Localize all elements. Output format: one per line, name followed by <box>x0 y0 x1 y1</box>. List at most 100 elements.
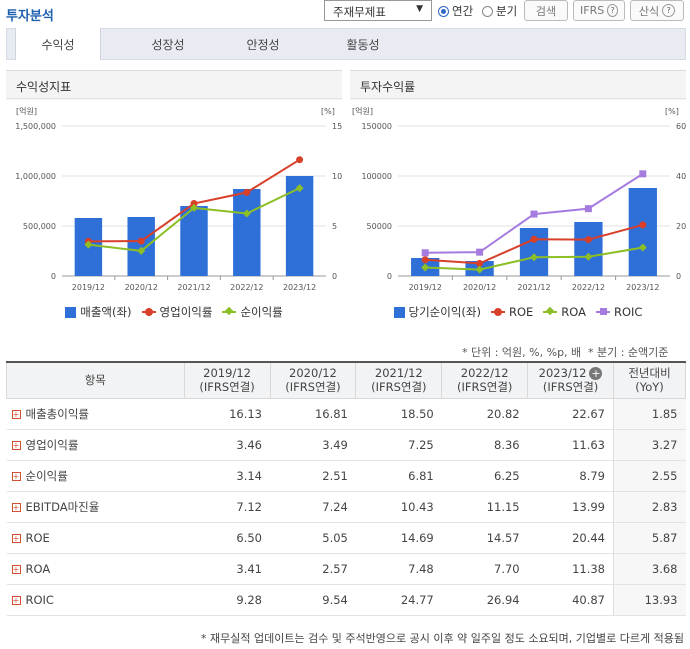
formula-button[interactable]: 산식? <box>630 0 684 21</box>
expand-icon[interactable]: + <box>11 409 21 419</box>
legend-item[interactable]: ROA <box>543 305 586 319</box>
row-label[interactable]: + 매출총이익률 <box>6 398 185 430</box>
bar <box>233 189 261 276</box>
table-cell: 26.94 <box>441 584 528 616</box>
tab-stability[interactable]: 안정성 <box>246 37 280 52</box>
data-point <box>137 246 146 255</box>
statement-select[interactable]: 주재무제표 ▼ <box>324 0 432 21</box>
analysis-tabs: 수익성 성장성 안정성 활동성 <box>6 28 686 60</box>
y-tick-label-right: 40 <box>676 172 686 181</box>
ifrs-button[interactable]: IFRS? <box>573 0 625 21</box>
add-column-icon[interactable]: + <box>589 367 603 381</box>
expand-icon[interactable]: + <box>11 533 21 543</box>
table-cell: 5.05 <box>270 522 356 554</box>
statement-select-value: 주재무제표 <box>333 5 386 19</box>
column-header-yoy: 전년대비 (YoY) <box>613 361 686 399</box>
y-tick-label-right: 20 <box>676 222 686 231</box>
data-point <box>584 252 593 261</box>
tab-profitability[interactable]: 수익성 <box>15 28 101 60</box>
yoy-cell: 3.27 <box>613 429 686 461</box>
period-annual-label: 연간 <box>452 4 474 18</box>
help-icon: ? <box>662 4 676 17</box>
row-label[interactable]: + 순이익률 <box>6 460 185 492</box>
tab-growth[interactable]: 성장성 <box>151 37 185 52</box>
y-tick-label-left: 1,500,000 <box>15 122 56 131</box>
data-point <box>530 235 538 243</box>
search-button[interactable]: 검색 <box>524 0 568 21</box>
period-annual-radio[interactable]: 연간 <box>438 3 473 19</box>
period-quarter-radio[interactable]: 분기 <box>482 3 517 19</box>
data-point <box>190 203 198 212</box>
expand-icon[interactable]: + <box>11 502 21 512</box>
legend-label: 당기순이익(좌) <box>408 305 481 319</box>
row-label-text: ROA <box>25 561 51 576</box>
legend-item[interactable]: ROIC <box>596 305 642 319</box>
row-label-text: 영업이익률 <box>25 437 79 452</box>
expand-icon[interactable]: + <box>11 471 21 481</box>
legend-item[interactable]: 당기순이익(좌) <box>393 304 481 320</box>
column-basis: (IFRS연결) <box>199 380 255 395</box>
expand-icon[interactable]: + <box>11 440 21 450</box>
profitability-table: 항목 2019/12 (IFRS연결) 2020/12 (IFRS연결) 2021/… <box>6 361 686 616</box>
expand-icon[interactable]: + <box>11 564 21 574</box>
data-point <box>530 253 538 262</box>
legend-item[interactable]: 영업이익률 <box>141 304 212 320</box>
x-tick-label: 2020/12 <box>125 283 158 292</box>
chart-legend: 매출액(좌) 영업이익률 순이익률 <box>6 304 342 320</box>
yoy-cell: 1.85 <box>613 398 686 430</box>
data-point <box>296 156 304 164</box>
x-tick-label: 2021/12 <box>177 283 210 292</box>
legend-circle-line-icon <box>141 308 156 316</box>
column-header-item: 항목 <box>6 361 185 399</box>
row-label[interactable]: + ROIC <box>6 584 185 616</box>
table-cell: 6.81 <box>355 460 442 492</box>
column-year: 2020/12 <box>289 366 337 381</box>
table-cell: 40.87 <box>527 584 614 616</box>
formula-button-label: 산식 <box>638 4 660 18</box>
y-tick-label-left: 50000 <box>367 222 392 231</box>
radio-unchecked-icon <box>482 5 493 17</box>
row-label[interactable]: + ROA <box>6 553 185 585</box>
table-header-row: 항목 2019/12 (IFRS연결) 2020/12 (IFRS연결) 2021/… <box>6 361 686 399</box>
table-cell: 10.43 <box>355 491 442 523</box>
radio-checked-icon <box>438 5 449 17</box>
x-tick-label: 2020/12 <box>463 283 496 292</box>
y-tick-label-left: 500,000 <box>23 222 56 231</box>
table-cell: 14.69 <box>355 522 442 554</box>
legend-item[interactable]: ROE <box>490 305 533 319</box>
legend-label: ROIC <box>614 305 643 319</box>
row-label-text: 순이익률 <box>25 468 68 483</box>
table-cell: 7.48 <box>355 553 442 585</box>
table-cell: 8.36 <box>441 429 528 461</box>
data-point <box>639 170 647 178</box>
help-icon: ? <box>607 4 618 17</box>
tab-activity[interactable]: 활동성 <box>346 37 380 52</box>
x-tick-label: 2022/12 <box>572 283 605 292</box>
table-cell: 7.70 <box>441 553 528 585</box>
y-tick-label-left: 0 <box>387 272 392 281</box>
row-label[interactable]: + EBITDA마진율 <box>6 491 185 523</box>
column-basis: (IFRS연결) <box>371 380 427 395</box>
investment-return-chart: [억원] [%] 150000 60 100000 40 50000 20 0 0 2019/12 2… <box>352 106 686 292</box>
row-label[interactable]: + ROE <box>6 522 185 554</box>
y-axis-label-right: [%] <box>321 107 335 116</box>
period-quarter-label: 분기 <box>496 4 518 18</box>
table-cell: 3.49 <box>270 429 356 461</box>
table-row: + 매출총이익률 16.13 16.81 18.50 20.82 22.67 1.85 <box>6 398 686 430</box>
search-button-label: 검색 <box>535 4 557 18</box>
table-row: + ROIC 9.28 9.54 24.77 26.94 40.87 13.93 <box>6 584 686 616</box>
row-label[interactable]: + 영업이익률 <box>6 429 185 461</box>
legend-item[interactable]: 순이익률 <box>222 304 283 320</box>
table-cell: 20.44 <box>527 522 614 554</box>
yoy-cell: 2.83 <box>613 491 686 523</box>
expand-icon[interactable]: + <box>11 595 21 605</box>
y-axis-label-left: [억원] <box>352 106 373 116</box>
legend-square-line-icon <box>596 308 610 315</box>
table-cell: 24.77 <box>355 584 442 616</box>
top-bar: 투자분석 주재무제표 ▼ 연간 분기 검색 IFRS? 산식? <box>0 0 690 26</box>
column-header: 2020/12 (IFRS연결) <box>269 361 357 399</box>
data-point <box>190 200 198 207</box>
table-cell: 9.28 <box>184 584 270 616</box>
legend-item[interactable]: 매출액(좌) <box>65 304 132 320</box>
table-cell: 14.57 <box>441 522 528 554</box>
